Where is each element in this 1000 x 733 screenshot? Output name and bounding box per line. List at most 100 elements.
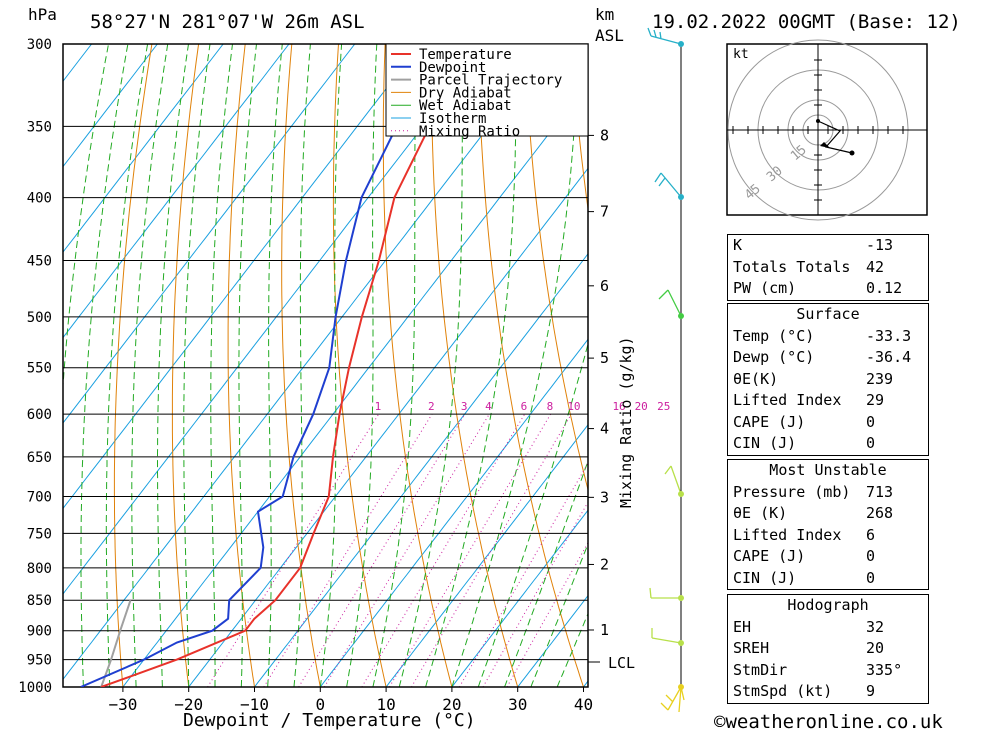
surface-li-value: 29 — [866, 391, 885, 409]
pressure-isobars — [63, 43, 588, 688]
pressure-label: 900 — [27, 624, 52, 640]
eh-label: EH — [733, 617, 752, 636]
mixing-ratio-line — [323, 413, 490, 687]
hodograph-unit: kt — [733, 47, 749, 62]
temp-tick-label: 10 — [376, 695, 395, 714]
mixing-ratio-label: 25 — [657, 400, 670, 413]
dry-adiabat-line — [571, 44, 588, 213]
pw-label: PW (cm) — [733, 279, 797, 297]
plot-frame — [62, 43, 589, 688]
isotherm-line — [63, 44, 356, 424]
mu-title: Most Unstable — [769, 461, 887, 479]
surface-cape-value: 0 — [866, 412, 876, 431]
isotherm-line — [63, 44, 553, 681]
mixing-ratio-line — [506, 541, 588, 687]
mixing-ratio-label: 4 — [485, 400, 492, 413]
indices-table: K -13 Totals Totals 42 PW (cm) 0.12 — [727, 234, 929, 301]
hodograph-table: Hodograph EH 32 SREH 20 StmDir 335° StmSpd … — [727, 594, 929, 704]
pressure-label: 300 — [27, 37, 52, 53]
isotherm-line — [517, 594, 588, 687]
sreh-label: SREH — [733, 639, 770, 657]
surface-title: Surface — [796, 305, 860, 323]
pressure-label: 850 — [27, 593, 52, 609]
wet-adiabat-line — [157, 44, 189, 687]
pressure-label: 450 — [27, 254, 52, 270]
isotherm-line — [63, 44, 290, 339]
pw-value: 0.12 — [866, 279, 903, 297]
surface-cape-label: CAPE (J) — [733, 412, 806, 431]
pressure-label: 950 — [27, 653, 52, 669]
km-tick-label: 1 — [600, 621, 609, 639]
isotherm-line — [451, 509, 588, 687]
pressure-label: 650 — [27, 450, 52, 466]
pressure-label: 400 — [27, 191, 52, 207]
dry-adiabat-line — [171, 44, 200, 687]
mixing-ratio-label: 6 — [521, 400, 528, 413]
most-unstable-table: Most Unstable Pressure (mb) 713 θE (K) 268… — [727, 459, 929, 590]
eh-value: 32 — [866, 617, 885, 636]
wet-adiabat-line — [210, 44, 233, 687]
surface-dewp-label: Dewp (°C) — [733, 348, 815, 366]
dry-adiabat-line — [332, 44, 387, 687]
wet-adiabat-line — [183, 44, 211, 687]
legend-entry: Temperature — [419, 47, 512, 63]
isotherm-line — [63, 44, 158, 168]
wet-adiabat-line — [80, 44, 129, 687]
surface-cin-value: 0 — [866, 434, 876, 452]
x-axis-label: Dewpoint / Temperature (°C) — [183, 710, 476, 731]
wet-adiabat-line — [556, 612, 588, 687]
mixing-ratio-labels: 1 2 3 4 6 8 10 16 20 25 — [375, 400, 671, 413]
mixing-ratio-label: 10 — [567, 400, 580, 413]
mixing-ratio-label: 8 — [547, 400, 554, 413]
km-tick-label: 3 — [600, 488, 609, 506]
surface-theta-label: θE(K) — [733, 369, 779, 388]
mixing-ratio-line — [389, 413, 552, 687]
wet-adiabat-line — [105, 44, 149, 687]
wet-adiabat-line — [346, 44, 378, 687]
wet-adiabat-line — [451, 44, 579, 687]
mu-cape-value: 0 — [866, 547, 876, 565]
tt-label: Totals Totals — [733, 257, 851, 276]
dry-adiabat-line — [227, 44, 255, 687]
surface-temp-value: -33.3 — [866, 326, 912, 345]
mixing-ratio-line — [361, 413, 526, 687]
pressure-label: 800 — [27, 561, 52, 577]
dry-adiabat-line — [113, 44, 153, 687]
km-tick-label: 6 — [600, 277, 609, 295]
dewpoint-line — [80, 44, 448, 687]
y2-axis-label: Mixing Ratio (g/kg) — [617, 336, 635, 508]
legend-entry: Dry Adiabat — [419, 85, 512, 101]
k-value: -13 — [866, 236, 894, 254]
mixing-ratio-line — [298, 413, 466, 687]
legend-entry: Dewpoint — [419, 60, 486, 76]
wet-adiabat-line — [504, 459, 588, 687]
km-tick-label: 7 — [600, 203, 609, 221]
datetime-title: 19.02.2022 00GMT (Base: 12) — [652, 11, 961, 33]
hodograph: kt 15 30 45 — [726, 39, 928, 221]
isotherm-line — [63, 44, 224, 253]
mu-theta-value: 268 — [866, 504, 894, 522]
legend-entry: Wet Adiabat — [419, 98, 512, 114]
km-tick-label: 4 — [600, 420, 609, 438]
mu-cape-label: CAPE (J) — [733, 547, 806, 565]
stmdir-value: 335° — [866, 660, 903, 679]
surface-theta-value: 239 — [866, 369, 894, 388]
dry-adiabat-line — [945, 44, 1000, 687]
wet-adiabat-line — [131, 44, 169, 687]
mixing-ratio-label: 20 — [635, 400, 648, 413]
storm-motion-arrow — [820, 142, 830, 148]
isotherm-line — [0, 44, 26, 687]
surface-cin-label: CIN (J) — [733, 434, 797, 452]
surface-temp-label: Temp (°C) — [733, 326, 815, 345]
temp-tick-label: 40 — [574, 695, 593, 714]
hodograph-trace — [817, 120, 853, 154]
legend-entry: Parcel Trajectory — [419, 73, 562, 89]
km-tick-label: 5 — [600, 349, 609, 367]
temp-tick-label: 20 — [442, 695, 461, 714]
wet-adiabat-line — [238, 44, 257, 687]
stmspd-label: StmSpd (kt) — [733, 682, 833, 700]
dry-adiabat-line — [382, 44, 453, 687]
wet-adiabat-line — [63, 44, 109, 392]
parcel-trajectory-line — [100, 599, 132, 687]
